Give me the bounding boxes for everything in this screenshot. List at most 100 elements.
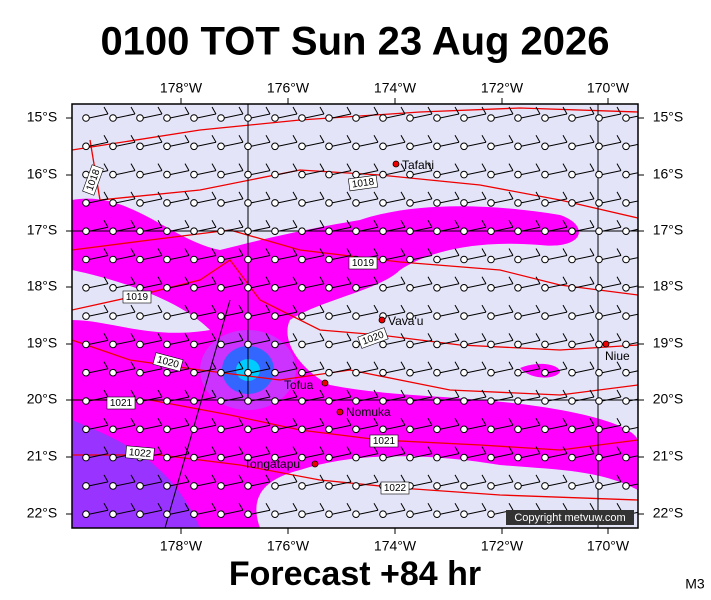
barb-shaft	[574, 481, 595, 487]
barb-shaft	[628, 455, 638, 459]
barb-station	[352, 510, 360, 519]
barb-shaft	[412, 255, 433, 260]
barb-flag	[130, 276, 136, 285]
barb-flag	[103, 135, 109, 143]
barb-shaft	[574, 113, 595, 119]
barb-shaft	[250, 170, 271, 176]
barb-shaft	[574, 255, 595, 260]
barb-station	[109, 114, 117, 122]
barb-shaft	[115, 170, 136, 176]
barb-station	[136, 255, 144, 264]
barb-flag	[103, 304, 109, 313]
barb-flag	[211, 418, 217, 426]
barb-shaft	[358, 396, 379, 402]
barb-station	[163, 199, 171, 207]
barb-station	[379, 199, 387, 207]
barb-station	[271, 510, 279, 519]
barb-flag	[319, 191, 325, 200]
barb-shaft	[277, 509, 298, 515]
barb-shaft	[439, 198, 460, 204]
barb-station	[82, 453, 90, 462]
barb-shaft	[412, 339, 433, 345]
barb-shaft	[574, 424, 595, 430]
barb-station	[568, 482, 576, 490]
barb-flag	[373, 304, 379, 313]
barb-station	[82, 368, 90, 377]
barb-flag	[454, 502, 460, 511]
barb-shaft	[520, 396, 541, 402]
barb-shaft	[520, 255, 541, 260]
barb-station	[379, 425, 387, 434]
barb-shaft	[466, 113, 487, 119]
barb-station	[325, 284, 333, 292]
barb-station	[352, 170, 360, 179]
barb-flag	[427, 474, 433, 483]
barb-station	[82, 114, 90, 122]
barb-station	[325, 227, 333, 235]
barb-flag	[562, 446, 568, 454]
isobar-label-box	[348, 256, 378, 270]
barb-shaft	[466, 424, 487, 430]
barb-station	[568, 312, 576, 320]
barb-shaft	[520, 198, 541, 204]
barb-shaft	[88, 368, 109, 374]
barb-station	[622, 312, 630, 320]
barb-station	[325, 142, 333, 151]
lon-label: 178°W	[160, 538, 203, 554]
barb-station	[217, 284, 225, 292]
barb-station	[541, 453, 549, 462]
barb-station	[541, 340, 549, 349]
barb-shaft	[277, 481, 298, 487]
lat-label: 22°S	[27, 505, 58, 521]
barb-station	[271, 368, 279, 377]
barb-station	[298, 142, 306, 151]
barb-station	[136, 114, 144, 122]
barb-shaft	[385, 453, 406, 459]
barb-station	[622, 425, 630, 434]
barb-station	[163, 312, 171, 320]
barb-shaft	[142, 311, 163, 317]
barb-shaft	[142, 396, 163, 402]
barb-shaft	[304, 255, 325, 260]
barb-shaft	[439, 170, 460, 176]
barb-station	[298, 425, 306, 434]
barb-flag	[508, 106, 514, 115]
barb-shaft	[493, 396, 514, 402]
barb-station	[298, 312, 306, 320]
barb-shaft	[412, 509, 433, 515]
barb-shaft	[493, 481, 514, 487]
barb-shaft	[331, 453, 352, 459]
barb-flag	[157, 474, 163, 483]
barb-shaft	[466, 339, 487, 345]
barb-shaft	[277, 424, 298, 430]
barb-shaft	[304, 198, 325, 204]
barb-station	[325, 114, 333, 122]
isobar-label-box	[380, 481, 410, 495]
barb-shaft	[223, 509, 244, 515]
barb-shaft	[304, 339, 325, 345]
barb-flag	[562, 389, 568, 398]
barb-shaft	[277, 339, 298, 345]
barb-station	[433, 368, 441, 377]
barb-flag	[400, 106, 406, 115]
barb-shaft	[115, 339, 136, 345]
barb-station	[190, 397, 198, 405]
barb-station	[595, 368, 603, 377]
barb-shaft	[547, 453, 568, 459]
barb-shaft	[628, 257, 638, 260]
barb-shaft	[520, 481, 541, 487]
barb-flag	[319, 418, 325, 426]
barb-station	[136, 284, 144, 292]
barb-station	[325, 397, 333, 405]
lat-label: 18°S	[653, 278, 684, 294]
barb-flag	[644, 447, 648, 454]
barb-station	[406, 340, 414, 349]
barb-flag	[211, 191, 217, 200]
barb-flag	[157, 446, 163, 454]
barb-flag	[616, 304, 622, 313]
barb-shaft	[142, 255, 163, 260]
barb-flag	[184, 361, 190, 369]
barb-station	[514, 199, 522, 207]
barb-flag	[184, 191, 190, 200]
